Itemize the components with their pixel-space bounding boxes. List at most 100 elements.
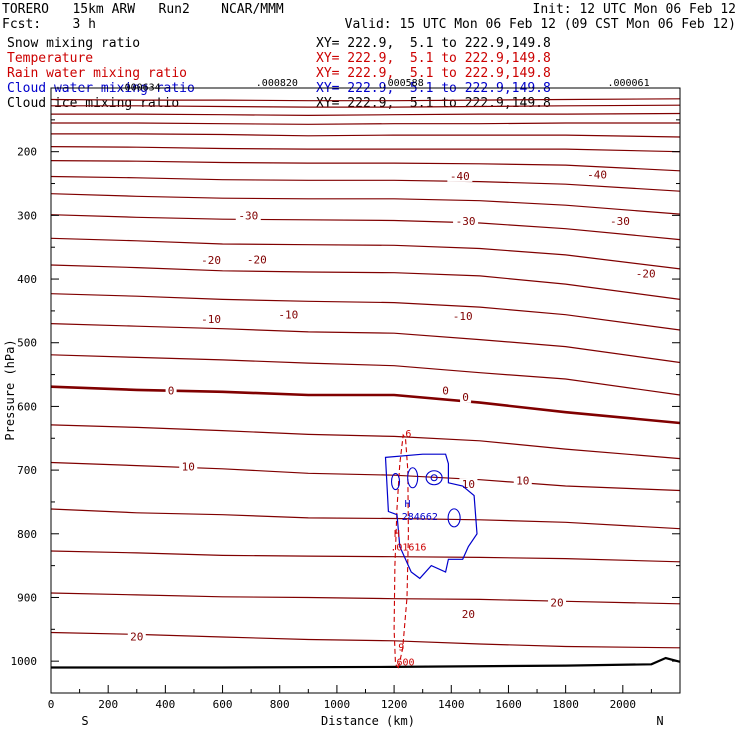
contour-annotation: 284662 [402, 512, 438, 523]
temperature-contour-label: 0 [462, 391, 469, 404]
x-tick-label: 2000 [610, 698, 637, 711]
temperature-contour-label: 10 [182, 460, 195, 473]
y-tick-label: 200 [17, 146, 37, 159]
temperature-contour-label: 10 [462, 478, 475, 491]
contour-annotation: .01616 [390, 542, 426, 553]
x-tick-label: 0 [48, 698, 55, 711]
temperature-contour-line [50, 385, 681, 425]
x-tick-label: 1200 [381, 698, 408, 711]
temperature-label-bg [513, 474, 532, 487]
temperature-label-bg [127, 630, 146, 643]
temperature-contour-line [50, 592, 681, 605]
temperature-contour-label: -10 [201, 313, 221, 326]
temperature-contour-line [50, 160, 681, 172]
temperature-contour-label: 10 [516, 474, 529, 487]
temperature-contour-label: -40 [587, 169, 607, 182]
temperature-contour-line [51, 104, 681, 108]
temperature-contour-line [50, 237, 681, 270]
init-time: Init: 12 UTC Mon 06 Feb 12 [532, 2, 737, 17]
temperature-contour-label: -30 [610, 215, 630, 228]
temperature-contour-label: 20 [130, 630, 143, 643]
valid-time: Valid: 15 UTC Mon 06 Feb 12 (09 CST Mon … [344, 17, 736, 32]
temperature-contour-label: 0 [168, 385, 175, 398]
temperature-label-bg [198, 253, 224, 266]
model-title: TORERO 15km ARW Run2 NCAR/MMM [2, 2, 284, 17]
temperature-label-bg [460, 390, 472, 403]
temperature-label-bg [275, 308, 301, 321]
forecast-hour: Fcst: 3 h [2, 17, 96, 32]
cloud-water-inner-contour [447, 508, 461, 528]
temperature-contour-line [50, 193, 681, 215]
legend-label-rain: Rain water mixing ratio [7, 66, 188, 81]
temperature-label-bg [179, 460, 198, 473]
legend-label-temperature: Temperature [7, 51, 94, 66]
y-axis-title: Pressure (hPa) [3, 339, 17, 440]
temperature-contour-label: 20 [550, 597, 563, 610]
temperature-contour-line [50, 293, 681, 331]
temperature-label-bg [459, 608, 478, 621]
temperature-label-bg [607, 215, 633, 228]
temperature-contour-line [50, 424, 681, 460]
temperature-contour-line [51, 112, 681, 117]
x-axis-left-end-label: S [81, 714, 88, 728]
x-tick-label: 1800 [552, 698, 579, 711]
temperature-label-bg [165, 384, 177, 397]
legend-xy-temperature: XY= 222.9, 5.1 to 222.9,149.8 [316, 51, 551, 66]
y-tick-label: 900 [17, 591, 37, 604]
y-tick-label: 800 [17, 528, 37, 541]
temperature-label-bg [440, 384, 452, 397]
rain-water-contour [393, 433, 409, 669]
y-tick-label: 500 [17, 337, 37, 350]
legend-label-snow: Snow mixing ratio [7, 36, 141, 51]
legend-xy-rain: XY= 222.9, 5.1 to 222.9,149.8 [316, 66, 551, 81]
temperature-contour-line [50, 323, 681, 364]
y-tick-label: 300 [17, 209, 37, 222]
contour-annotation: H [394, 529, 400, 540]
x-tick-label: 1000 [324, 698, 351, 711]
temperature-contour-label: -20 [636, 267, 656, 280]
temperature-label-bg [244, 253, 270, 266]
temperature-label-bg [235, 209, 261, 222]
x-tick-label: 200 [98, 698, 118, 711]
temperature-contour-label: 20 [462, 608, 475, 621]
temperature-label-bg [548, 596, 567, 609]
temperature-contour-line [51, 122, 680, 125]
temperature-contour-line [51, 133, 681, 138]
contour-annotation: 6 [405, 429, 411, 440]
temperature-contour-label: -20 [247, 253, 267, 266]
contour-annotation: .000061 [607, 78, 649, 89]
cloud-water-inner-contour [425, 470, 443, 486]
contour-annotation: .000820 [256, 78, 298, 89]
y-tick-label: 700 [17, 464, 37, 477]
cloud-water-inner-contour [430, 474, 438, 482]
temperature-contour-line [50, 461, 681, 492]
cloud-water-contour [384, 453, 478, 580]
surface-pressure-line [51, 656, 681, 669]
contour-annotation: 9 [398, 642, 404, 653]
x-tick-label: 800 [270, 698, 290, 711]
y-tick-label: 600 [17, 400, 37, 413]
temperature-label-bg [584, 168, 610, 181]
x-axis-title: Distance (km) [321, 714, 415, 728]
temperature-contour-line [50, 508, 681, 530]
temperature-label-bg [633, 267, 659, 280]
temperature-label-bg [450, 309, 476, 322]
x-tick-label: 1400 [438, 698, 465, 711]
temperature-contour-label: 0 [442, 385, 449, 398]
legend-xy-snow: XY= 222.9, 5.1 to 222.9,149.8 [316, 36, 551, 51]
contour-annotation: .000588 [382, 78, 424, 89]
temperature-contour-line [50, 264, 681, 300]
temperature-contour-line [50, 550, 681, 563]
y-tick-label: 400 [17, 273, 37, 286]
x-axis-right-end-label: N [656, 714, 663, 728]
contour-annotation: H [405, 499, 411, 510]
temperature-contour-label: -10 [278, 309, 298, 322]
temperature-contour-line [50, 98, 681, 102]
cloud-water-inner-contour [390, 473, 401, 491]
temperature-contour-label: -20 [201, 254, 221, 267]
temperature-contour-line [50, 146, 681, 153]
contour-annotation: 600 [396, 658, 414, 669]
temperature-contour-line [50, 214, 681, 241]
temperature-contour-label: -30 [456, 215, 476, 228]
